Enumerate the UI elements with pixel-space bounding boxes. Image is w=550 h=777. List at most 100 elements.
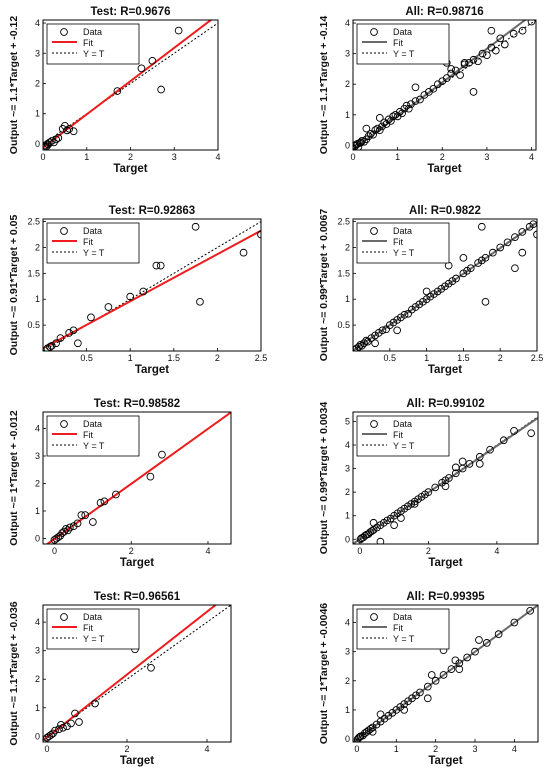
- fit-line: [43, 20, 213, 149]
- data-point: [368, 727, 377, 736]
- data-point: [196, 297, 204, 306]
- y-tick-label: 1: [345, 294, 350, 304]
- data-point: [375, 114, 384, 122]
- y-tick-label: 3: [345, 647, 350, 657]
- legend-label: Data: [83, 419, 102, 429]
- data-point: [354, 143, 363, 150]
- x-tick-label: 2.5: [255, 353, 268, 363]
- data-point: [398, 109, 406, 118]
- y-tick-label: 4: [35, 424, 40, 434]
- data-point: [69, 522, 78, 530]
- data-point: [77, 511, 86, 519]
- axes-frame: [42, 604, 232, 743]
- data-point: [465, 460, 474, 468]
- data-point: [66, 523, 74, 532]
- legend-label: Y = T: [393, 49, 415, 59]
- legend-label: Y = T: [83, 441, 105, 451]
- data-point: [65, 124, 74, 133]
- data-point: [496, 34, 505, 43]
- legend-label: Y = T: [83, 634, 105, 644]
- data-point: [455, 659, 464, 668]
- y-axis-label: Output ~= 0.91*Target + 0.05: [8, 214, 20, 355]
- data-point: [527, 20, 536, 26]
- data-point: [442, 74, 451, 82]
- x-tick-label: 1.5: [457, 353, 470, 363]
- chart-panel-6: 0 2 4 0 1 2 3 4 5 All: R=0.99102 Target Output ~= 0…: [318, 398, 539, 569]
- y-tick-label: 4: [345, 617, 350, 627]
- axes-frame: [352, 19, 537, 151]
- data-point: [56, 334, 65, 342]
- legend-box: [356, 222, 450, 264]
- data-point: [424, 488, 433, 496]
- x-tick-label: 4: [204, 744, 209, 754]
- y-tick-label: 3: [35, 451, 40, 461]
- data-point: [451, 469, 460, 478]
- data-point: [52, 339, 60, 348]
- data-point: [239, 248, 248, 257]
- x-tick-label: 0: [52, 546, 57, 556]
- x-tick-label: 0: [350, 152, 355, 162]
- data-point: [75, 718, 83, 726]
- data-point: [52, 534, 61, 543]
- data-point: [73, 519, 82, 528]
- y-tick-label: 3: [35, 646, 40, 656]
- legend-label: Y = T: [393, 441, 415, 451]
- data-point: [496, 243, 505, 252]
- x-tick-label: 4: [494, 546, 499, 556]
- data-point: [509, 29, 518, 38]
- data-point: [416, 688, 424, 697]
- axes-frame: [352, 604, 539, 743]
- legend-box: [356, 415, 450, 457]
- x-tick-label: 2: [215, 353, 220, 363]
- data-point: [499, 436, 508, 445]
- y-tick-label: 3: [345, 49, 350, 59]
- data-point: [65, 329, 74, 337]
- data-point: [390, 521, 398, 529]
- data-point: [439, 671, 448, 679]
- data-point: [423, 682, 432, 691]
- data-point: [54, 134, 63, 142]
- data-point: [364, 726, 373, 735]
- legend-label: Data: [393, 226, 412, 236]
- data-point: [112, 490, 120, 499]
- data-point: [429, 84, 438, 93]
- y-tick-label: 0.5: [27, 320, 40, 330]
- data-point: [388, 709, 397, 717]
- y-tick-label: 0: [345, 734, 350, 744]
- data-point: [503, 238, 512, 247]
- data-point: [389, 112, 398, 121]
- y-tick-label: 2: [345, 242, 350, 252]
- data-point: [100, 497, 109, 506]
- chart-title: Test: R=0.9676: [90, 6, 170, 18]
- data-point: [55, 725, 63, 734]
- y-tick-label: 0.5: [337, 320, 350, 330]
- chart-title: All: R=0.99395: [406, 591, 485, 603]
- legend-marker-data: [370, 613, 378, 621]
- legend-box: [46, 415, 140, 457]
- y-tick-label: 2.5: [27, 217, 40, 227]
- data-point: [481, 253, 490, 262]
- chart-panel-3: 0.5 1 1.5 2 2.5 0.5 1 1.5 2 2.5 Test: R=0.92863 Tar…: [8, 205, 267, 376]
- y-tick-label: 2: [35, 479, 40, 489]
- x-tick-label: 2: [129, 546, 134, 556]
- y-tick-label: 2: [35, 242, 40, 252]
- data-point: [469, 55, 478, 64]
- x-tick-label: 0: [40, 152, 45, 162]
- data-point: [137, 64, 146, 73]
- legend-label: Y = T: [393, 248, 415, 258]
- data-point: [69, 127, 78, 136]
- legend-label: Fit: [393, 38, 403, 48]
- data-point: [410, 500, 419, 508]
- data-point: [404, 697, 412, 706]
- fit-line: [353, 221, 537, 351]
- data-point: [62, 525, 70, 533]
- data-point: [74, 339, 82, 348]
- legend-label: Fit: [83, 430, 93, 440]
- y-axis-label: Output ~= 1.1*Target + -0.036: [8, 601, 20, 745]
- x-tick-label: 1: [394, 744, 399, 754]
- y-tick-label: 2.5: [337, 217, 350, 227]
